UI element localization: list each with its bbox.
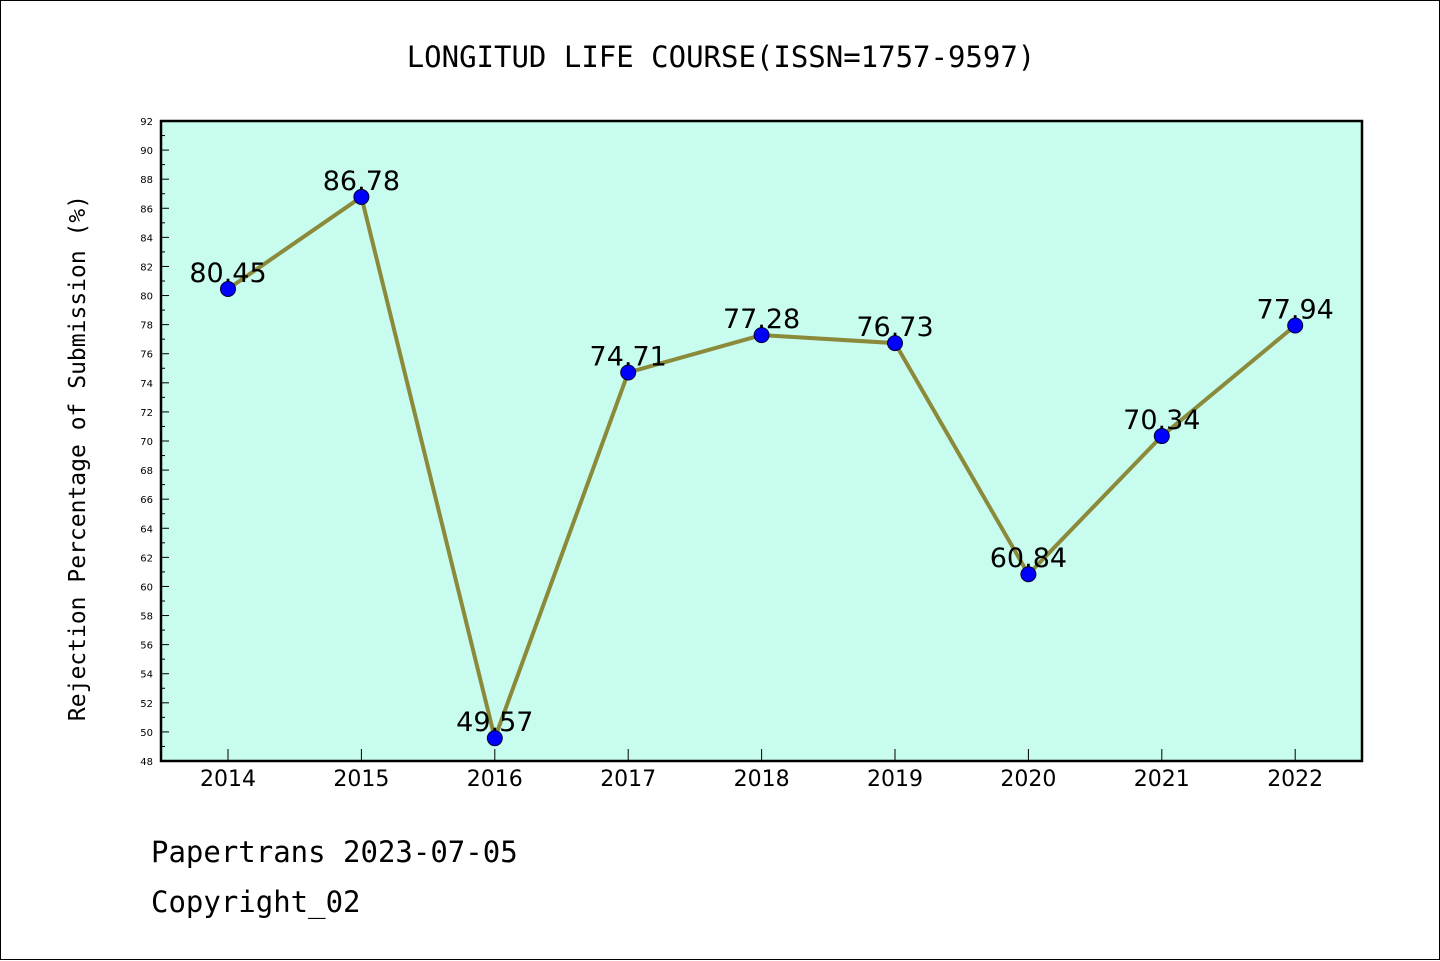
data-point-marker	[1287, 317, 1304, 334]
y-tick-label: 74	[140, 379, 153, 390]
data-point-marker	[1020, 566, 1037, 583]
y-tick-label: 80	[140, 292, 153, 303]
y-axis-label: Rejection Percentage of Submission (%)	[65, 195, 91, 721]
y-tick-label: 84	[140, 233, 153, 244]
y-tick-label: 64	[140, 524, 153, 535]
source-note: Papertrans 2023-07-05	[151, 835, 518, 869]
copyright-note: Copyright_02	[151, 885, 361, 919]
data-point-marker	[1153, 428, 1170, 445]
data-label: 60.84	[990, 543, 1067, 574]
x-axis: 2014 2015 2016 2017 2018 2019 2020 2021 2022	[200, 749, 1323, 792]
x-tick-label: 2021	[1134, 767, 1190, 792]
y-tick-label: 72	[140, 408, 153, 419]
chart-title: LONGITUD LIFE COURSE(ISSN=1757-9597)	[407, 40, 1036, 74]
data-label: 80.45	[189, 258, 266, 289]
y-tick-label: 86	[140, 204, 153, 215]
y-axis: 48 50 52 54 56 58 60 62 64 66 68 70 72 74 76 78 80 82 84 86…	[140, 117, 169, 768]
x-tick-label: 2022	[1267, 767, 1323, 792]
data-point-marker	[887, 335, 903, 352]
series-layer	[220, 188, 1304, 747]
x-tick-label: 2017	[600, 767, 656, 792]
x-tick-label: 2016	[467, 767, 523, 792]
y-tick-label: 76	[140, 350, 153, 361]
y-tick-label: 56	[140, 641, 153, 652]
y-tick-label: 60	[140, 582, 153, 593]
x-tick-label: 2019	[867, 767, 923, 792]
data-point-marker	[486, 730, 503, 747]
y-tick-label: 88	[140, 175, 153, 186]
y-tick-label: 54	[140, 670, 153, 681]
y-tick-label: 50	[140, 728, 153, 739]
y-tick-label: 66	[140, 495, 153, 506]
data-point-marker	[753, 327, 770, 344]
data-point-marker	[620, 364, 637, 381]
data-labels: 80.45 86.78 49.57 74.71 77.28 76.73 60.84 70.34…	[189, 166, 1333, 738]
data-label: 77.28	[723, 304, 800, 335]
x-tick-label: 2020	[1000, 767, 1056, 792]
x-tick-label: 2014	[200, 767, 256, 792]
y-tick-label: 90	[140, 146, 153, 157]
data-label: 70.34	[1123, 405, 1200, 436]
y-tick-label: 92	[140, 117, 153, 128]
y-tick-label: 62	[140, 553, 153, 564]
y-tick-label: 52	[140, 699, 153, 710]
data-label: 74.71	[590, 341, 667, 372]
data-label: 86.78	[323, 166, 400, 197]
data-point-marker	[353, 188, 370, 205]
data-label: 49.57	[456, 707, 533, 738]
y-tick-label: 82	[140, 262, 153, 273]
data-label: 77.94	[1257, 295, 1334, 326]
plot-area	[159, 119, 1364, 763]
y-tick-label: 70	[140, 437, 153, 448]
x-tick-label: 2018	[734, 767, 790, 792]
y-tick-label: 58	[140, 612, 153, 623]
y-tick-label: 68	[140, 466, 153, 477]
x-tick-label: 2015	[333, 767, 389, 792]
data-point-marker	[220, 281, 236, 297]
y-tick-label: 48	[140, 757, 153, 768]
y-tick-label: 78	[140, 321, 153, 332]
data-label: 76.73	[856, 312, 933, 343]
